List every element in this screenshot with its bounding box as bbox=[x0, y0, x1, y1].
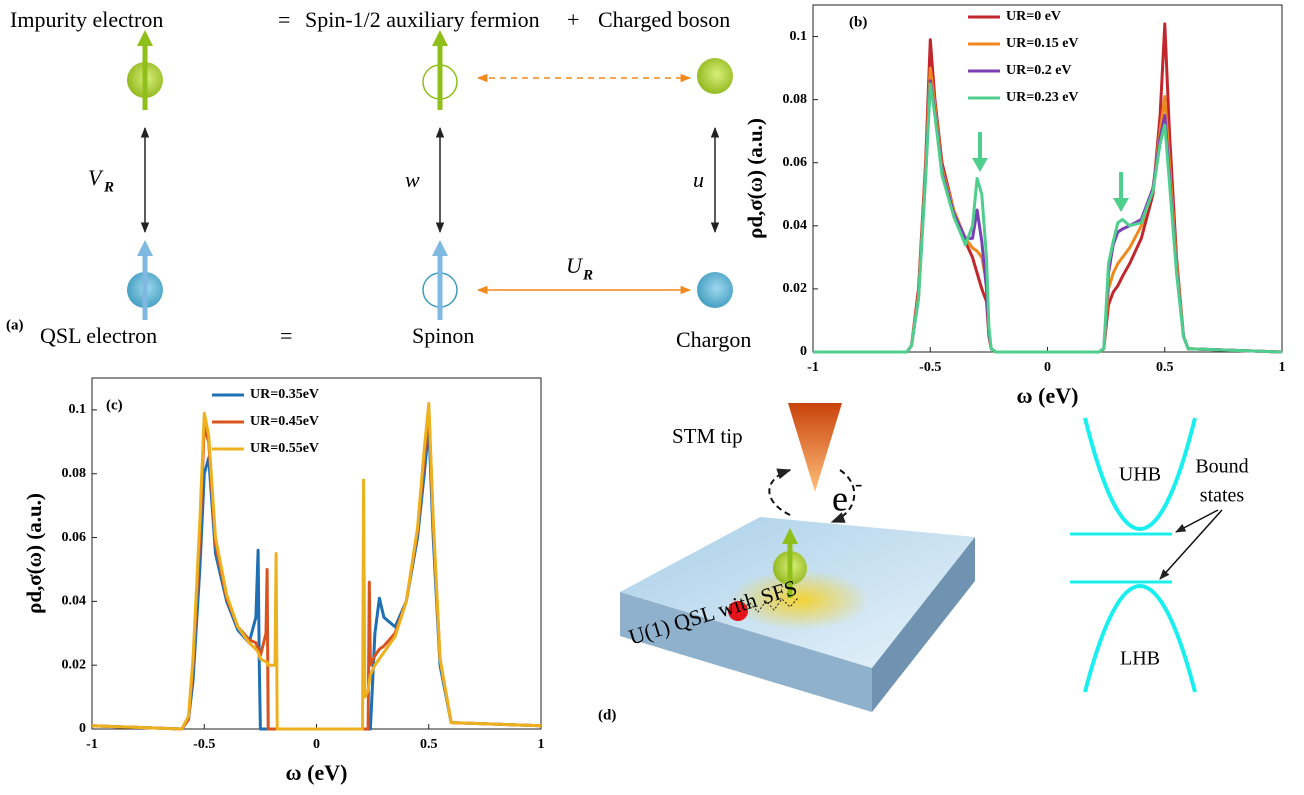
slab-side bbox=[872, 537, 975, 712]
chart: -1 -0.5 0 0.5 1 0 0.02 0.04 0.06 0.08 0.1 ω (eV) ρd,… bbox=[743, 4, 1286, 408]
ball bbox=[697, 58, 733, 94]
y-tick-label: 0.1 bbox=[69, 402, 87, 417]
x-tick-label: -0.5 bbox=[919, 360, 941, 375]
tunnel-arrow bbox=[768, 468, 792, 516]
x-tick-label: 0 bbox=[313, 737, 320, 752]
series-line bbox=[91, 424, 542, 731]
plot-frame bbox=[91, 377, 542, 730]
arrow-head bbox=[1113, 198, 1129, 212]
legend-label: UR=0 eV bbox=[1006, 9, 1061, 24]
string bbox=[739, 597, 799, 613]
arrow-head bbox=[972, 158, 988, 172]
x-tick-label: 1 bbox=[538, 737, 545, 752]
label: STM tip bbox=[672, 424, 743, 448]
panel-label: (c) bbox=[106, 397, 123, 413]
ball bbox=[697, 272, 733, 308]
label: R bbox=[103, 179, 114, 195]
text: Charged boson bbox=[598, 7, 730, 32]
panel-label: (a) bbox=[6, 317, 24, 333]
legend-label: UR=0.55eV bbox=[250, 441, 319, 456]
tunnel-arrow bbox=[830, 469, 856, 523]
y-axis-label: ρd,σ(ω) (a.u.) bbox=[22, 493, 46, 614]
label: V bbox=[88, 165, 104, 190]
legend-label: UR=0.15 eV bbox=[1006, 36, 1079, 51]
text: = bbox=[280, 323, 292, 348]
series-line bbox=[91, 408, 542, 731]
arrow-head bbox=[432, 30, 448, 46]
arrow bbox=[1175, 509, 1219, 533]
series-line bbox=[91, 402, 542, 731]
label: - bbox=[855, 471, 862, 496]
y-tick-label: 0 bbox=[79, 721, 86, 736]
label: e bbox=[832, 478, 848, 518]
band bbox=[1083, 417, 1197, 531]
arrow bbox=[1159, 509, 1223, 580]
label: UHB bbox=[1119, 464, 1161, 486]
label: U bbox=[566, 253, 584, 278]
panel-b-arrows bbox=[972, 132, 1129, 212]
panel-label: (d) bbox=[598, 707, 616, 723]
legend-label: UR=0.2 eV bbox=[1006, 63, 1072, 78]
chargon bbox=[728, 601, 748, 621]
x-axis-label: ω (eV) bbox=[1017, 383, 1079, 408]
legend-label: UR=0.23 eV bbox=[1006, 90, 1079, 105]
label: states bbox=[1200, 485, 1245, 507]
label: Bound bbox=[1195, 456, 1248, 478]
series-line bbox=[813, 66, 1283, 354]
label: R bbox=[582, 267, 593, 283]
y-tick-label: 0.08 bbox=[783, 92, 808, 107]
slab-front bbox=[620, 592, 872, 712]
y-axis-label: ρd,σ(ω) (a.u.) bbox=[743, 118, 767, 239]
y-tick-label: 0.04 bbox=[783, 218, 808, 233]
y-tick-label: 0.06 bbox=[62, 530, 87, 545]
panel-label: (b) bbox=[849, 14, 867, 30]
text: Chargon bbox=[676, 327, 751, 352]
legend-label: UR=0.35eV bbox=[250, 387, 319, 402]
arrow-head bbox=[782, 528, 798, 544]
y-tick-label: 0.08 bbox=[62, 466, 87, 481]
label: w bbox=[405, 167, 420, 192]
panel-d: STM tip e - U(1) QSL with SFS (d) UHB LH… bbox=[598, 403, 1249, 723]
arrow-head bbox=[137, 240, 153, 256]
series-line bbox=[813, 79, 1283, 354]
x-tick-label: -1 bbox=[807, 360, 819, 375]
stm-tip bbox=[788, 403, 842, 492]
chart: -1 -0.5 0 0.5 1 0 0.02 0.04 0.06 0.08 0.1 ω (eV) ρd,… bbox=[22, 377, 545, 785]
text: = bbox=[278, 7, 290, 32]
text: Spin-1/2 auxiliary fermion bbox=[305, 7, 540, 32]
x-tick-label: 1 bbox=[1279, 360, 1286, 375]
label: u bbox=[693, 167, 704, 192]
x-tick-label: -0.5 bbox=[193, 737, 215, 752]
x-tick-label: 0 bbox=[1044, 360, 1051, 375]
arrow-head bbox=[432, 240, 448, 256]
x-tick-label: 0.5 bbox=[420, 737, 438, 752]
text: QSL electron bbox=[40, 323, 157, 348]
text: + bbox=[567, 7, 579, 32]
glow bbox=[730, 570, 870, 630]
label: LHB bbox=[1120, 648, 1160, 670]
y-tick-label: 0.02 bbox=[783, 281, 808, 296]
text: Spinon bbox=[412, 323, 474, 348]
text: Impurity electron bbox=[10, 7, 163, 32]
y-tick-label: 0 bbox=[800, 344, 807, 359]
y-tick-label: 0.02 bbox=[62, 657, 87, 672]
band bbox=[1083, 584, 1197, 693]
series-line bbox=[813, 82, 1283, 354]
y-tick-label: 0.06 bbox=[783, 155, 808, 170]
y-tick-label: 0.04 bbox=[62, 594, 87, 609]
x-tick-label: -1 bbox=[86, 737, 98, 752]
arrow-head bbox=[137, 30, 153, 46]
plot-frame bbox=[812, 4, 1283, 353]
x-axis-label: ω (eV) bbox=[286, 760, 348, 785]
panel-a: Impurity electron = Spin-1/2 auxiliary f… bbox=[6, 7, 751, 352]
x-tick-label: 0.5 bbox=[1156, 360, 1174, 375]
y-tick-label: 0.1 bbox=[790, 29, 808, 44]
legend-label: UR=0.45eV bbox=[250, 414, 319, 429]
